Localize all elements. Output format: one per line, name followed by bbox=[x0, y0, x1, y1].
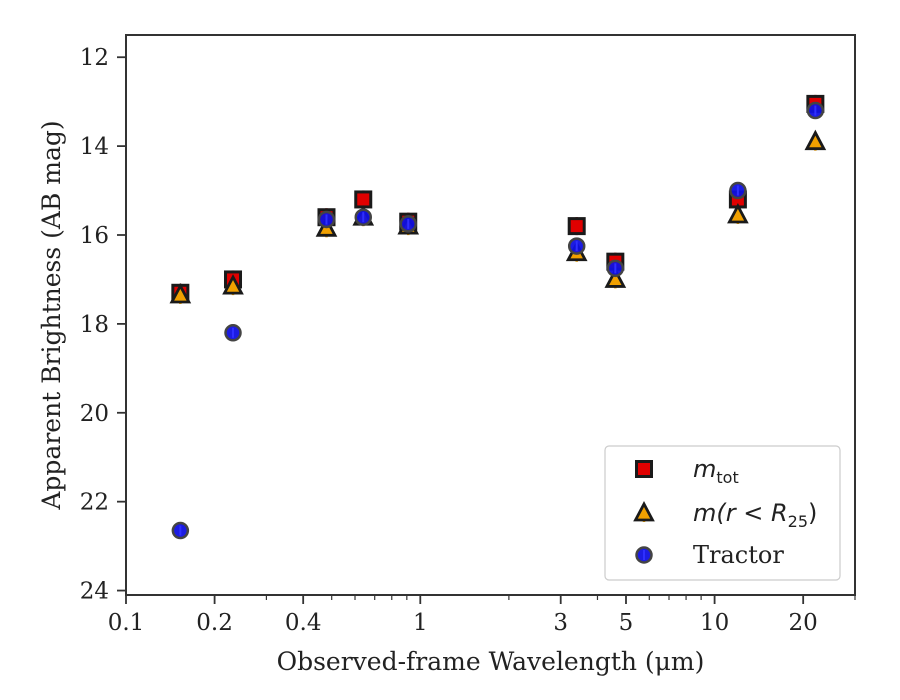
y-tick-label: 14 bbox=[80, 134, 109, 160]
m-r25-point bbox=[169, 283, 192, 304]
y-tick-label: 12 bbox=[80, 45, 109, 71]
y-tick-label: 18 bbox=[80, 312, 109, 338]
data-marks bbox=[169, 94, 827, 540]
legend-marker-mtot bbox=[635, 460, 653, 478]
x-tick-label: 0.2 bbox=[196, 610, 233, 636]
legend-marker-m-r25 bbox=[633, 501, 655, 522]
mtot-point bbox=[354, 190, 373, 209]
y-axis-label: Apparent Brightness (AB mag) bbox=[37, 120, 66, 510]
legend: mtot m(r < R25) Tractor bbox=[604, 445, 841, 581]
x-tick-label: 10 bbox=[700, 610, 729, 636]
plot-frame bbox=[125, 34, 856, 596]
m-r25-point bbox=[727, 203, 749, 224]
x-tick-label: 5 bbox=[619, 610, 634, 636]
legend-label-m-r25: m(r < R25) bbox=[693, 499, 817, 531]
y-tick-label: 20 bbox=[80, 401, 109, 427]
series-mtot bbox=[171, 94, 825, 302]
legend-label-tractor: Tractor bbox=[693, 541, 784, 569]
x-tick-label: 20 bbox=[789, 610, 818, 636]
x-tick-label: 0.4 bbox=[285, 610, 322, 636]
axis-ticks: 0.1 0.2 0.4 1 3 5 10 20 12 14 16 18 20 22 24 bbox=[80, 45, 856, 636]
x-tick-label: 3 bbox=[553, 610, 568, 636]
m-r25-point bbox=[222, 274, 244, 295]
legend-label-mtot: mtot bbox=[693, 455, 739, 487]
legend-box bbox=[604, 445, 841, 581]
y-tick-label: 16 bbox=[80, 223, 109, 249]
m-r25-point bbox=[804, 129, 827, 151]
m-r25-point bbox=[604, 267, 627, 288]
x-tick-label: 1 bbox=[413, 610, 428, 636]
y-tick-label: 22 bbox=[80, 490, 109, 516]
series-tractor bbox=[171, 101, 825, 540]
y-tick-label: 24 bbox=[80, 579, 109, 605]
mtot-point bbox=[567, 217, 586, 236]
x-tick-label: 0.1 bbox=[108, 610, 145, 636]
x-axis-label: Observed-frame Wavelength (μm) bbox=[277, 647, 705, 676]
series-m-r25 bbox=[169, 129, 827, 304]
